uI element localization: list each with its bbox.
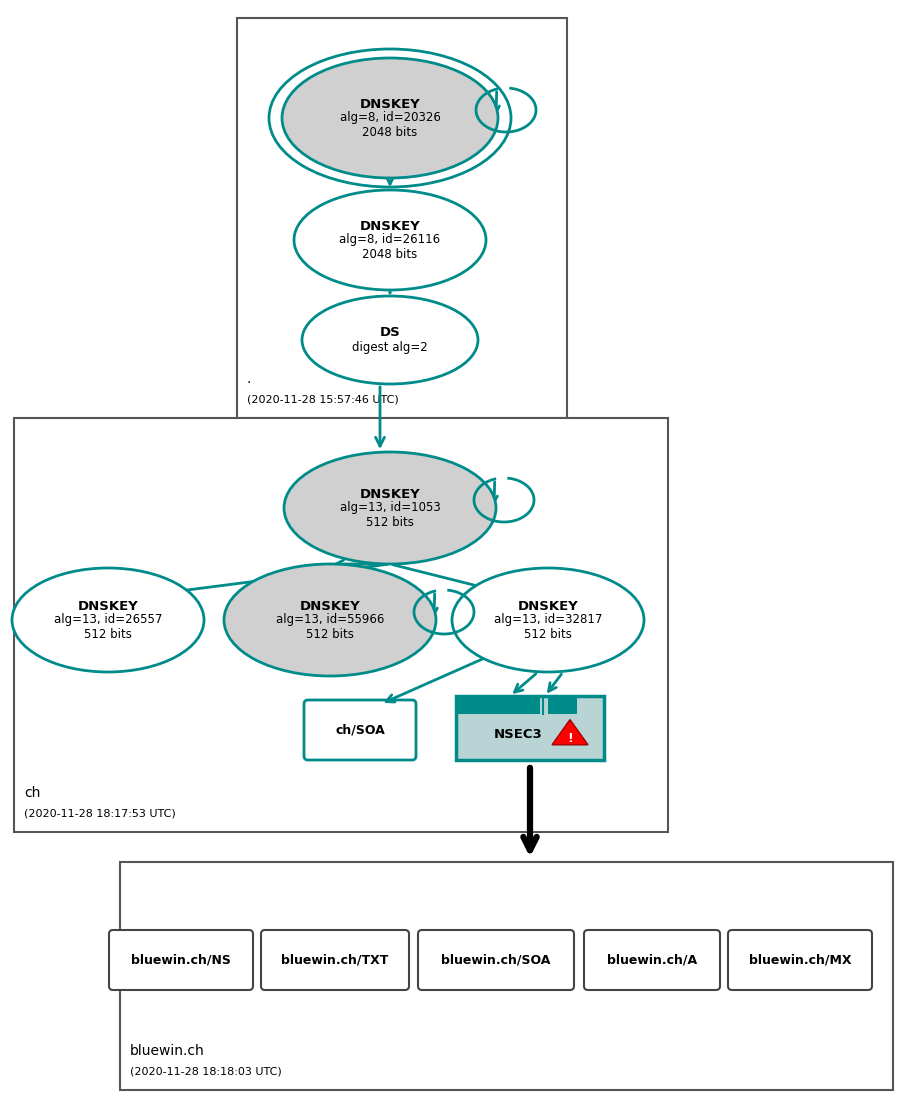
Text: bluewin.ch/NS: bluewin.ch/NS — [131, 954, 231, 966]
Ellipse shape — [224, 564, 436, 676]
Text: !: ! — [568, 732, 573, 745]
Text: DNSKEY: DNSKEY — [518, 600, 578, 612]
Text: 2048 bits: 2048 bits — [362, 248, 418, 260]
FancyBboxPatch shape — [109, 930, 253, 990]
Bar — [237, 18, 567, 418]
Ellipse shape — [302, 296, 478, 384]
Text: (2020-11-28 18:18:03 UTC): (2020-11-28 18:18:03 UTC) — [130, 1066, 281, 1076]
Text: DS: DS — [380, 326, 400, 340]
Text: alg=13, id=55966: alg=13, id=55966 — [276, 613, 384, 627]
Text: bluewin.ch: bluewin.ch — [130, 1044, 204, 1058]
Text: ch/SOA: ch/SOA — [335, 724, 385, 736]
Text: 512 bits: 512 bits — [84, 628, 132, 640]
Ellipse shape — [12, 569, 204, 672]
Text: alg=8, id=26116: alg=8, id=26116 — [340, 233, 440, 247]
Text: bluewin.ch/SOA: bluewin.ch/SOA — [441, 954, 550, 966]
Text: NSEC3: NSEC3 — [494, 727, 542, 741]
Bar — [14, 418, 668, 832]
Text: ch: ch — [24, 786, 40, 800]
Text: (2020-11-28 18:17:53 UTC): (2020-11-28 18:17:53 UTC) — [24, 808, 176, 818]
Bar — [548, 696, 577, 714]
Bar — [456, 696, 604, 760]
Text: 512 bits: 512 bits — [366, 516, 414, 528]
FancyBboxPatch shape — [728, 930, 872, 990]
Text: bluewin.ch/MX: bluewin.ch/MX — [749, 954, 852, 966]
Text: 2048 bits: 2048 bits — [362, 125, 418, 139]
Text: 512 bits: 512 bits — [306, 628, 354, 640]
Bar — [456, 696, 540, 714]
Text: (2020-11-28 15:57:46 UTC): (2020-11-28 15:57:46 UTC) — [247, 394, 399, 404]
Text: bluewin.ch/A: bluewin.ch/A — [607, 954, 697, 966]
FancyBboxPatch shape — [304, 700, 416, 760]
Ellipse shape — [282, 58, 498, 178]
Text: DNSKEY: DNSKEY — [360, 487, 420, 500]
Bar — [120, 862, 893, 1090]
Text: DNSKEY: DNSKEY — [360, 97, 420, 111]
Ellipse shape — [294, 190, 486, 290]
Text: DNSKEY: DNSKEY — [77, 600, 138, 612]
Text: .: . — [247, 372, 252, 386]
Ellipse shape — [284, 452, 496, 564]
FancyBboxPatch shape — [584, 930, 720, 990]
Text: alg=13, id=26557: alg=13, id=26557 — [54, 613, 163, 627]
Text: alg=8, id=20326: alg=8, id=20326 — [340, 112, 440, 124]
Text: DNSKEY: DNSKEY — [360, 220, 420, 232]
Text: bluewin.ch/TXT: bluewin.ch/TXT — [281, 954, 389, 966]
Text: DNSKEY: DNSKEY — [300, 600, 360, 612]
Text: alg=13, id=32817: alg=13, id=32817 — [494, 613, 602, 627]
Polygon shape — [552, 719, 588, 745]
Ellipse shape — [452, 569, 644, 672]
Text: 512 bits: 512 bits — [524, 628, 572, 640]
FancyBboxPatch shape — [418, 930, 574, 990]
Text: alg=13, id=1053: alg=13, id=1053 — [340, 502, 440, 515]
Text: digest alg=2: digest alg=2 — [352, 341, 428, 353]
FancyBboxPatch shape — [261, 930, 409, 990]
